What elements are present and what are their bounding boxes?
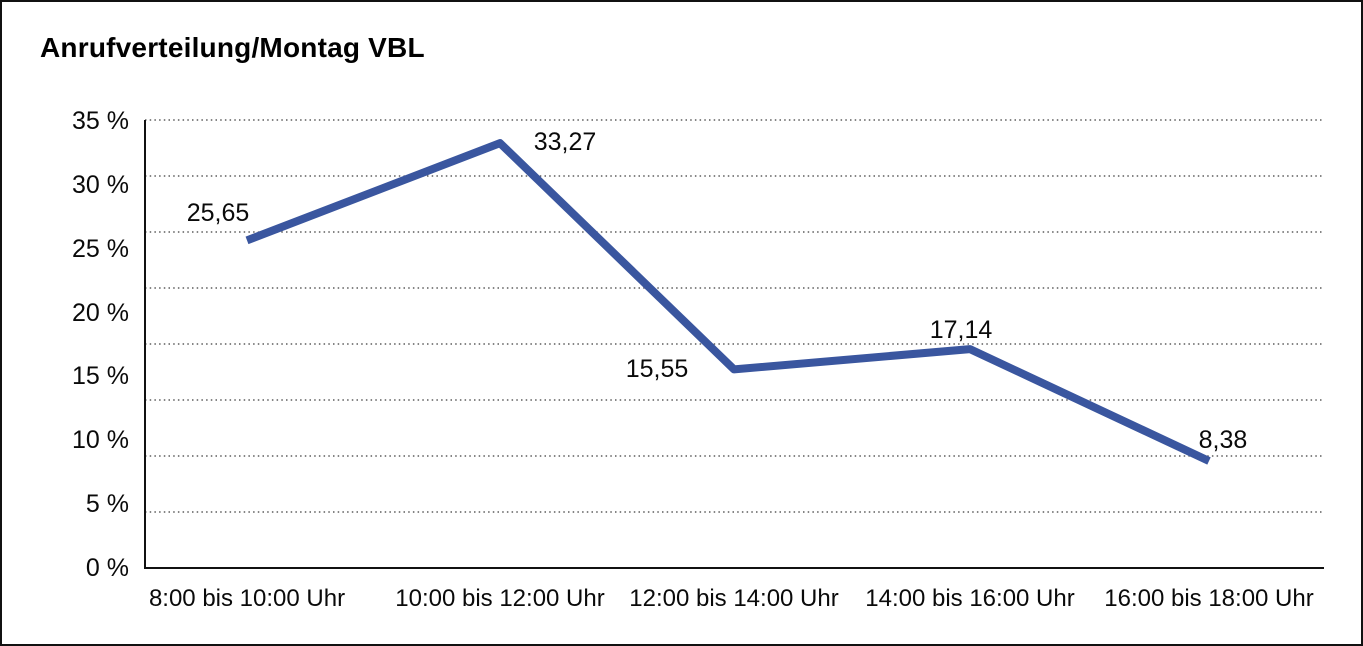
x-category-label: 16:00 bis 18:00 Uhr <box>1104 585 1314 612</box>
data-series-line <box>245 139 1211 465</box>
x-category-label: 10:00 bis 12:00 Uhr <box>395 585 605 612</box>
gridlines <box>145 119 1324 513</box>
y-tick-label: 25 % <box>72 235 129 263</box>
data-value-label: 17,14 <box>929 316 993 344</box>
x-category-label: 14:00 bis 16:00 Uhr <box>865 585 1075 612</box>
y-tick-label: 10 % <box>72 426 129 454</box>
data-value-label: 33,27 <box>533 128 597 156</box>
y-tick-label: 5 % <box>85 490 129 518</box>
x-category-label: 12:00 bis 14:00 Uhr <box>629 585 839 612</box>
data-value-label: 15,55 <box>625 355 689 383</box>
y-tick-label: 20 % <box>72 299 129 327</box>
data-value-label: 25,65 <box>186 199 250 227</box>
y-tick-label: 35 % <box>72 107 129 135</box>
y-tick-label: 30 % <box>72 171 129 199</box>
y-tick-label: 0 % <box>85 554 129 582</box>
data-value-label: 8,38 <box>1198 426 1248 454</box>
axes <box>144 120 1324 569</box>
data-series <box>245 139 1211 465</box>
y-tick-label: 15 % <box>72 362 129 390</box>
chart-title: Anrufverteilung/Montag VBL <box>40 32 425 63</box>
x-category-label: 8:00 bis 10:00 Uhr <box>148 585 346 612</box>
